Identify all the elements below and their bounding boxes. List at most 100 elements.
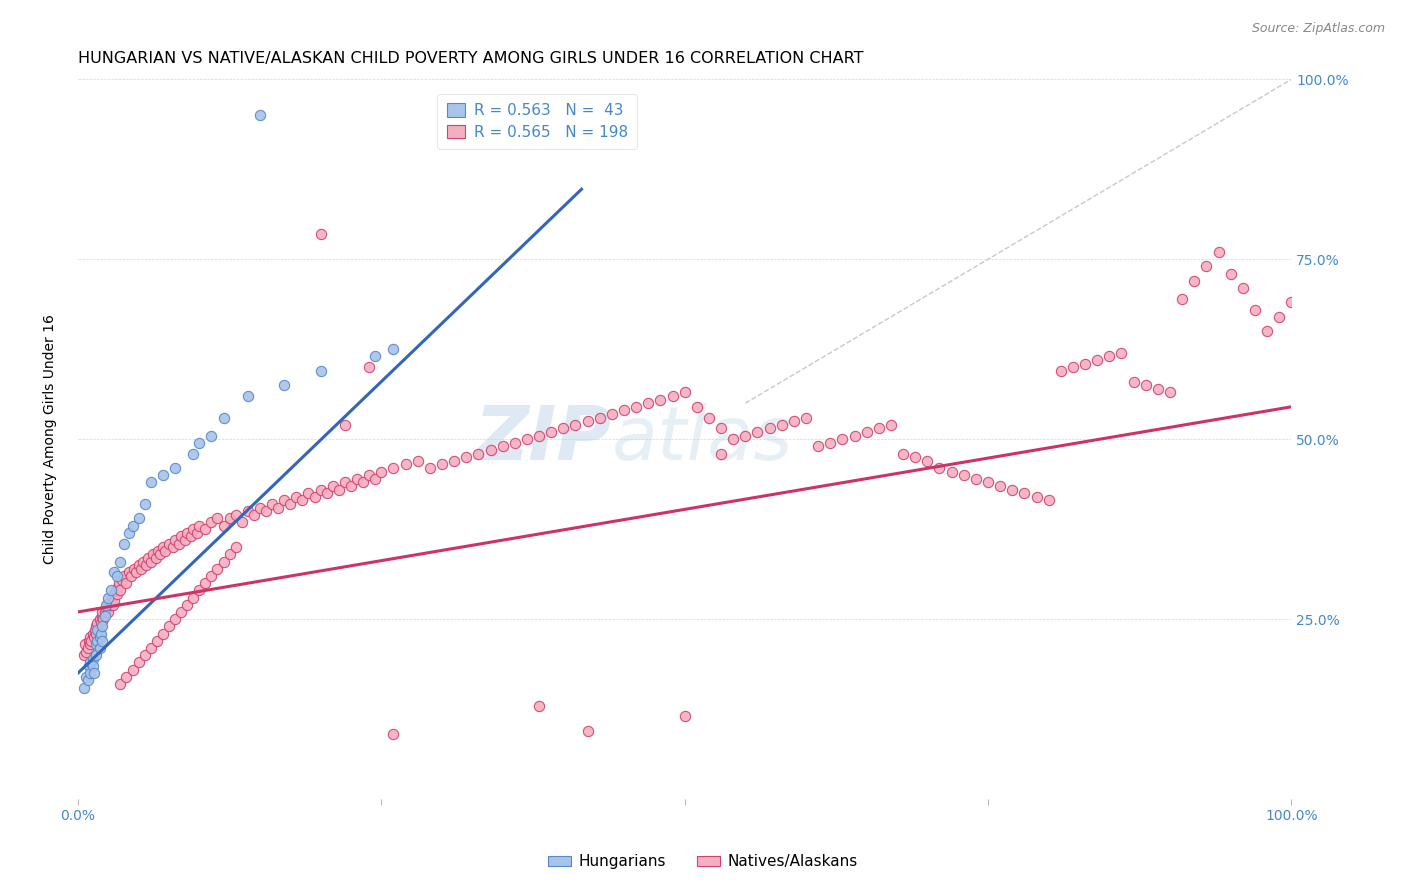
- Point: [115, 670, 138, 684]
- Text: atlas: atlas: [612, 403, 793, 475]
- Point: [120, 569, 142, 583]
- Point: [101, 591, 124, 605]
- Point: [1268, 310, 1291, 324]
- Point: [188, 518, 211, 533]
- Point: [904, 450, 927, 465]
- Point: [576, 414, 599, 428]
- Point: [89, 640, 111, 655]
- Point: [394, 458, 416, 472]
- Point: [673, 385, 696, 400]
- Point: [267, 500, 290, 515]
- Point: [243, 508, 266, 522]
- Point: [322, 479, 344, 493]
- Point: [236, 389, 259, 403]
- Point: [79, 637, 101, 651]
- Point: [346, 472, 368, 486]
- Point: [831, 432, 853, 446]
- Point: [200, 569, 222, 583]
- Point: [97, 605, 120, 619]
- Point: [770, 417, 793, 432]
- Point: [333, 417, 356, 432]
- Point: [1025, 490, 1047, 504]
- Point: [87, 623, 110, 637]
- Point: [104, 583, 127, 598]
- Point: [89, 630, 111, 644]
- Point: [406, 454, 429, 468]
- Point: [467, 447, 489, 461]
- Point: [135, 558, 157, 573]
- Point: [352, 475, 374, 490]
- Point: [83, 630, 105, 644]
- Point: [162, 540, 184, 554]
- Point: [941, 465, 963, 479]
- Point: [105, 587, 128, 601]
- Point: [136, 551, 159, 566]
- Point: [103, 594, 125, 608]
- Point: [128, 558, 150, 573]
- Point: [553, 421, 575, 435]
- Point: [382, 461, 405, 475]
- Point: [364, 350, 387, 364]
- Point: [359, 468, 381, 483]
- Point: [75, 670, 97, 684]
- Point: [97, 591, 120, 605]
- Point: [231, 515, 253, 529]
- Point: [218, 547, 240, 561]
- Point: [844, 428, 866, 442]
- Y-axis label: Child Poverty Among Girls Under 16: Child Poverty Among Girls Under 16: [44, 314, 58, 564]
- Text: HUNGARIAN VS NATIVE/ALASKAN CHILD POVERTY AMONG GIRLS UNDER 16 CORRELATION CHART: HUNGARIAN VS NATIVE/ALASKAN CHILD POVERT…: [77, 51, 863, 66]
- Point: [79, 630, 101, 644]
- Point: [76, 673, 98, 688]
- Point: [697, 410, 720, 425]
- Point: [94, 601, 117, 615]
- Point: [721, 432, 744, 446]
- Point: [176, 525, 198, 540]
- Point: [710, 421, 733, 435]
- Point: [1062, 360, 1084, 375]
- Point: [173, 533, 195, 547]
- Point: [1182, 274, 1205, 288]
- Point: [84, 637, 107, 651]
- Point: [181, 591, 204, 605]
- Point: [75, 637, 97, 651]
- Point: [176, 598, 198, 612]
- Point: [112, 536, 135, 550]
- Point: [516, 432, 538, 446]
- Point: [491, 439, 513, 453]
- Point: [304, 490, 326, 504]
- Point: [333, 475, 356, 490]
- Point: [105, 569, 128, 583]
- Point: [207, 562, 229, 576]
- Point: [1122, 375, 1144, 389]
- Point: [273, 493, 295, 508]
- Point: [83, 666, 105, 681]
- Point: [111, 573, 134, 587]
- Point: [880, 417, 903, 432]
- Point: [443, 454, 465, 468]
- Point: [93, 608, 115, 623]
- Point: [977, 475, 1000, 490]
- Point: [952, 468, 974, 483]
- Point: [1111, 346, 1133, 360]
- Point: [855, 425, 877, 439]
- Point: [89, 612, 111, 626]
- Point: [364, 472, 387, 486]
- Point: [152, 540, 174, 554]
- Point: [139, 475, 162, 490]
- Point: [167, 536, 190, 550]
- Point: [1014, 486, 1036, 500]
- Point: [1279, 295, 1302, 310]
- Point: [747, 425, 769, 439]
- Point: [613, 403, 636, 417]
- Point: [91, 608, 114, 623]
- Point: [128, 656, 150, 670]
- Point: [194, 522, 217, 536]
- Point: [637, 396, 659, 410]
- Point: [1147, 382, 1170, 396]
- Point: [84, 648, 107, 662]
- Point: [807, 439, 830, 453]
- Point: [928, 461, 950, 475]
- Point: [75, 644, 97, 658]
- Point: [77, 659, 100, 673]
- Point: [100, 583, 122, 598]
